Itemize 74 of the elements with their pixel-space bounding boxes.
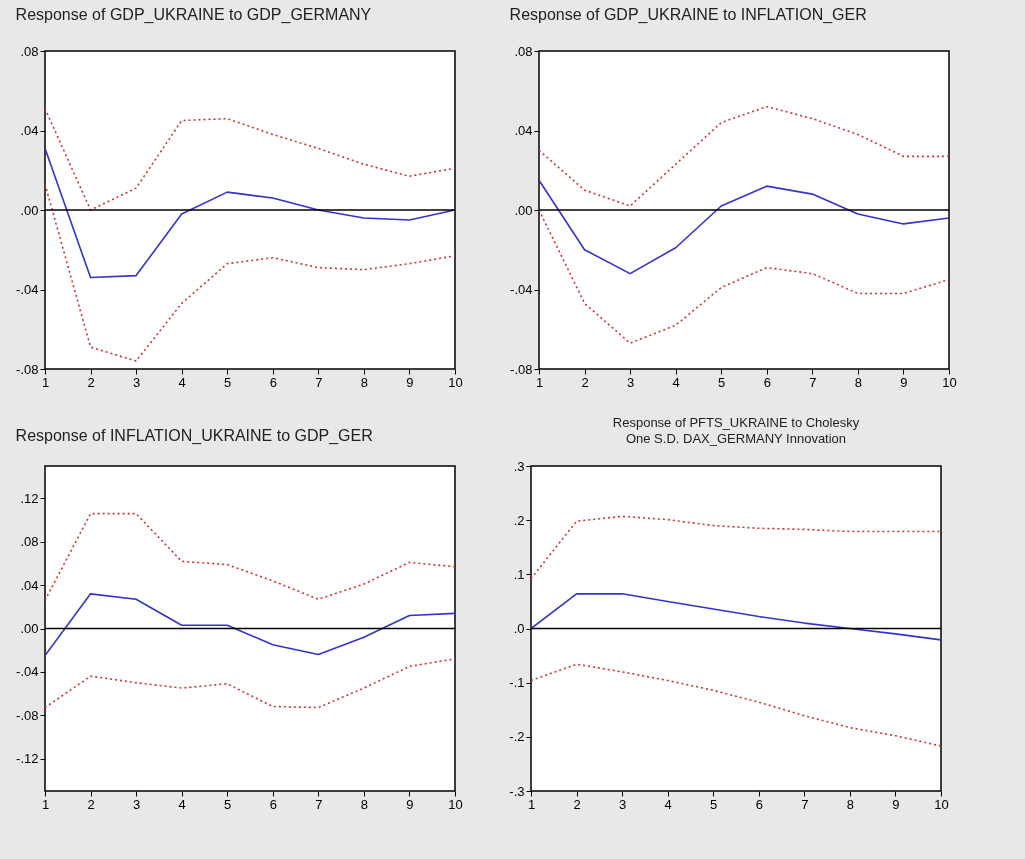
x-tick-label: 8 [854, 374, 863, 390]
x-tick-label: 10 [448, 796, 463, 812]
y-tick-label: .08 [20, 43, 39, 59]
y-tick-label: .3 [513, 458, 525, 474]
y-tick-label: -.2 [509, 729, 525, 745]
y-tick-label: .04 [514, 123, 533, 138]
x-tick-label: 6 [269, 796, 277, 812]
line-series [531, 663, 941, 747]
chart-subtitle: One S.D. DAX_GERMANY Innovation [625, 431, 847, 446]
x-tick-label: 5 [718, 374, 726, 390]
y-tick-label: -.1 [509, 675, 525, 691]
x-tick-label: 1 [41, 796, 50, 812]
y-tick-label: .0 [513, 621, 525, 636]
x-tick-label: 9 [406, 796, 414, 812]
y-tick-label: -.12 [16, 751, 39, 766]
x-tick-label: 10 [448, 374, 463, 390]
x-tick-label: 1 [535, 374, 544, 390]
x-tick-label: 5 [224, 374, 232, 390]
x-tick-label: 2 [573, 796, 581, 812]
y-tick-label: .00 [20, 202, 39, 218]
x-tick-label: 7 [801, 796, 809, 812]
x-tick-label: 8 [360, 796, 369, 812]
x-tick-label: 2 [581, 374, 589, 390]
y-tick-label: .04 [20, 577, 39, 593]
x-tick-label: 8 [360, 374, 369, 390]
x-tick-label: 1 [41, 374, 50, 390]
x-tick-label: 4 [178, 796, 186, 812]
x-tick-label: 4 [178, 374, 186, 390]
x-tick-label: 10 [942, 374, 957, 390]
x-tick-label: 7 [315, 374, 323, 390]
x-tick-label: 4 [664, 796, 672, 812]
y-tick-label: -.3 [509, 783, 525, 799]
x-tick-label: 2 [87, 796, 95, 812]
x-tick-label: 6 [269, 374, 277, 390]
line-series [539, 105, 949, 207]
y-tick-label: -.04 [16, 664, 39, 680]
line-series [45, 512, 455, 602]
x-tick-label: 9 [406, 374, 414, 390]
x-tick-label: 3 [626, 374, 635, 390]
x-tick-label: 1 [527, 796, 536, 812]
x-tick-label: 6 [755, 796, 763, 812]
chart-title: Response of INFLATION_UKRAINE to GDP_GER [15, 427, 373, 445]
x-tick-label: 4 [672, 374, 680, 390]
x-tick-label: 10 [934, 796, 949, 812]
y-tick-label: -.04 [510, 282, 533, 297]
y-tick-label: .2 [513, 512, 525, 528]
line-series [531, 515, 941, 580]
x-tick-label: 8 [846, 796, 855, 812]
x-tick-label: 9 [892, 796, 900, 812]
x-tick-label: 3 [132, 796, 141, 812]
y-tick-label: .08 [514, 43, 533, 59]
chart-title: Response of GDP_UKRAINE to INFLATION_GER [509, 6, 867, 24]
x-tick-label: 3 [132, 374, 141, 390]
x-tick-label: 5 [224, 796, 232, 812]
x-tick-label: 2 [87, 374, 95, 390]
y-tick-label: -.04 [16, 282, 39, 297]
chart-title: Response of GDP_UKRAINE to GDP_GERMANY [15, 6, 372, 24]
y-tick-label: -.08 [16, 361, 39, 377]
line-series [45, 658, 455, 709]
y-tick-label: .04 [20, 123, 39, 138]
x-tick-label: 3 [618, 796, 627, 812]
y-tick-label: .08 [20, 534, 39, 550]
y-tick-label: .1 [513, 566, 525, 582]
x-tick-label: 6 [763, 374, 771, 390]
x-tick-label: 7 [315, 796, 323, 812]
x-tick-label: 5 [710, 796, 718, 812]
y-tick-label: .12 [20, 491, 39, 506]
y-tick-label: -.08 [16, 707, 39, 723]
y-tick-label: .00 [20, 621, 39, 636]
x-tick-label: 9 [900, 374, 908, 390]
y-tick-label: -.08 [510, 361, 533, 377]
y-tick-label: .00 [514, 202, 533, 218]
x-tick-label: 7 [809, 374, 817, 390]
chart-title: Response of PFTS_UKRAINE to Cholesky [612, 415, 860, 430]
